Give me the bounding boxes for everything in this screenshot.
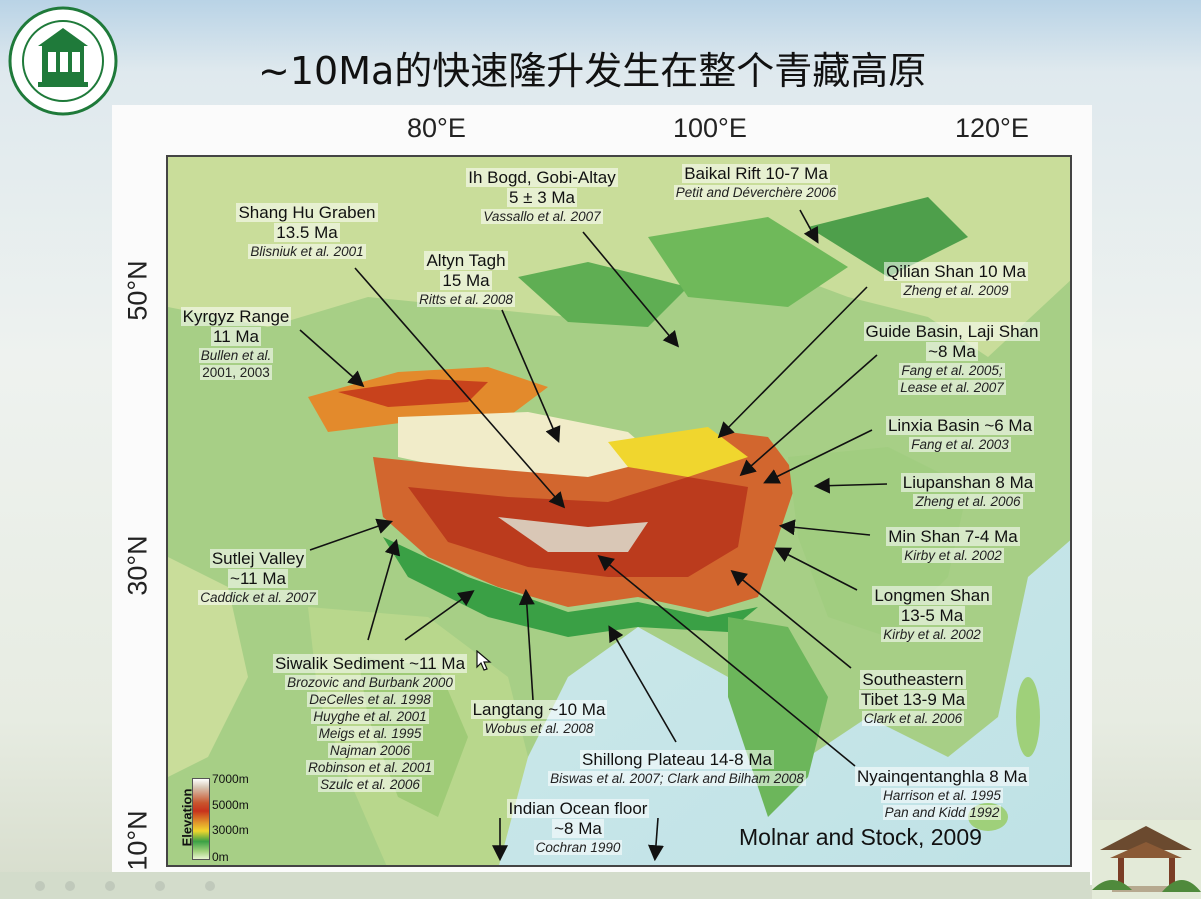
longmen-ref: Kirby et al. 2002: [881, 627, 983, 642]
siwalik-ref: Huyghe et al. 2001: [311, 709, 429, 724]
indian-ocean-ref: Cochran 1990: [533, 840, 623, 855]
altyn-ref: Ritts et al. 2008: [417, 292, 515, 307]
baikal-ref: Petit and Déverchère 2006: [673, 185, 839, 200]
langtang-place: Langtang ~10 Ma: [470, 700, 608, 719]
longmen-age: 13-5 Ma: [898, 606, 966, 625]
annotation-altyn-tagh: Altyn Tagh 15 Ma Ritts et al. 2008: [406, 251, 526, 308]
liupanshan-place: Liupanshan 8 Ma: [900, 473, 1036, 492]
annotation-min-shan: Min Shan 7-4 Ma Kirby et al. 2002: [873, 527, 1033, 564]
altyn-age: 15 Ma: [440, 271, 492, 290]
annotation-langtang: Langtang ~10 Ma Wobus et al. 2008: [456, 700, 622, 737]
siwalik-ref: Meigs et al. 1995: [316, 726, 424, 741]
nyainqentanghla-ref1: Harrison et al. 1995: [881, 788, 1003, 803]
siwalik-ref: Szulc et al. 2006: [318, 777, 422, 792]
shang-hu-age: 13.5 Ma: [274, 223, 340, 242]
sutlej-ref: Caddick et al. 2007: [198, 590, 318, 605]
annotation-siwalik: Siwalik Sediment ~11 Ma Brozovic and Bur…: [254, 654, 486, 793]
elevation-legend: Elevation 7000m 5000m 3000m 0m: [172, 772, 272, 864]
legend-color-bar: [192, 778, 210, 860]
legend-tick: 3000m: [212, 823, 249, 837]
guide-place: Guide Basin, Laji Shan: [863, 322, 1041, 341]
annotation-indian-ocean: Indian Ocean floor ~8 Ma Cochran 1990: [490, 799, 666, 856]
university-seal-logo: [8, 6, 118, 116]
annotation-se-tibet: Southeastern Tibet 13-9 Ma Clark et al. …: [846, 670, 980, 727]
legend-tick: 5000m: [212, 798, 249, 812]
lon-tick-100: 100°E: [673, 113, 747, 143]
altyn-place: Altyn Tagh: [424, 251, 508, 270]
annotation-shang-hu: Shang Hu Graben 13.5 Ma Blisniuk et al. …: [222, 203, 392, 260]
siwalik-ref: Robinson et al. 2001: [306, 760, 434, 775]
annotation-longmen: Longmen Shan 13-5 Ma Kirby et al. 2002: [858, 586, 1006, 643]
slide-footer-strip: [0, 872, 1090, 899]
annotation-nyainqentanghla: Nyainqentanghla 8 Ma Harrison et al. 199…: [840, 767, 1044, 821]
annotation-qilian: Qilian Shan 10 Ma Zheng et al. 2009: [868, 262, 1044, 299]
annotation-guide-basin: Guide Basin, Laji Shan ~8 Ma Fang et al.…: [848, 322, 1056, 396]
shillong-ref: Biswas et al. 2007; Clark and Bilham 200…: [548, 771, 806, 786]
annotation-sutlej: Sutlej Valley ~11 Ma Caddick et al. 2007: [180, 549, 336, 606]
baikal-place: Baikal Rift 10-7 Ma: [682, 164, 830, 183]
shang-hu-ref: Blisniuk et al. 2001: [248, 244, 366, 259]
guide-ref2: Lease et al. 2007: [898, 380, 1006, 395]
annotation-linxia: Linxia Basin ~6 Ma Fang et al. 2003: [872, 416, 1048, 453]
nyainqentanghla-ref2: Pan and Kidd 1992: [882, 805, 1002, 820]
legend-tick: 7000m: [212, 772, 249, 786]
ih-bogd-age: 5 ± 3 Ma: [506, 188, 578, 207]
pavilion-decoration: [1092, 820, 1201, 899]
siwalik-ref: Najman 2006: [327, 743, 413, 758]
qilian-ref: Zheng et al. 2009: [901, 283, 1011, 298]
qilian-place: Qilian Shan 10 Ma: [884, 262, 1028, 281]
se-tibet-ref: Clark et al. 2006: [861, 711, 965, 726]
min-shan-ref: Kirby et al. 2002: [902, 548, 1004, 563]
min-shan-place: Min Shan 7-4 Ma: [886, 527, 1020, 546]
annotation-ih-bogd: Ih Bogd, Gobi-Altay 5 ± 3 Ma Vassallo et…: [454, 168, 630, 225]
kyrgyz-age: 11 Ma: [211, 327, 261, 346]
kyrgyz-ref2: 2001, 2003: [200, 365, 272, 380]
langtang-ref: Wobus et al. 2008: [482, 721, 596, 736]
nyainqentanghla-place: Nyainqentanghla 8 Ma: [854, 767, 1030, 786]
mouse-pointer-icon: [476, 650, 492, 671]
shang-hu-place: Shang Hu Graben: [236, 203, 378, 222]
annotation-baikal: Baikal Rift 10-7 Ma Petit and Déverchère…: [654, 164, 858, 201]
figure-credit: Molnar and Stock, 2009: [739, 824, 982, 850]
siwalik-place: Siwalik Sediment ~11 Ma: [272, 654, 468, 673]
lon-tick-120: 120°E: [955, 113, 1029, 143]
sutlej-age: ~11 Ma: [228, 569, 288, 588]
guide-age: ~8 Ma: [926, 342, 978, 361]
linxia-ref: Fang et al. 2003: [909, 437, 1011, 452]
legend-tick: 0m: [212, 850, 229, 864]
guide-ref1: Fang et al. 2005;: [899, 363, 1005, 378]
sutlej-place: Sutlej Valley: [209, 549, 307, 568]
se-tibet-age: Tibet 13-9 Ma: [858, 690, 968, 709]
annotation-shillong: Shillong Plateau 14-8 Ma Biswas et al. 2…: [518, 750, 836, 787]
siwalik-ref: Brozovic and Burbank 2000: [285, 675, 455, 690]
annotation-kyrgyz: Kyrgyz Range 11 Ma Bullen et al. 2001, 2…: [168, 307, 304, 381]
se-tibet-place: Southeastern: [860, 670, 966, 689]
ih-bogd-place: Ih Bogd, Gobi-Altay: [466, 168, 618, 187]
ih-bogd-ref: Vassallo et al. 2007: [481, 209, 603, 224]
slide-title: ~10Ma的快速隆升发生在整个青藏高原: [258, 49, 927, 93]
siwalik-ref: DeCelles et al. 1998: [307, 692, 433, 707]
indian-ocean-age: ~8 Ma: [552, 819, 604, 838]
shillong-place: Shillong Plateau 14-8 Ma: [580, 750, 774, 769]
annotation-liupanshan: Liupanshan 8 Ma Zheng et al. 2006: [888, 473, 1048, 510]
liupanshan-ref: Zheng et al. 2006: [913, 494, 1023, 509]
linxia-place: Linxia Basin ~6 Ma: [885, 416, 1035, 435]
kyrgyz-ref1: Bullen et al.: [198, 348, 274, 363]
longmen-place: Longmen Shan: [872, 586, 992, 605]
lon-tick-80: 80°E: [407, 113, 466, 143]
kyrgyz-place: Kyrgyz Range: [180, 307, 292, 326]
indian-ocean-place: Indian Ocean floor: [506, 799, 650, 818]
